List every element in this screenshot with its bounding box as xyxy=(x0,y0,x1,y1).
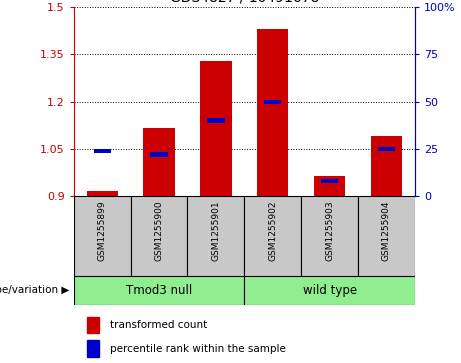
Bar xyxy=(94,149,111,153)
Text: genotype/variation ▶: genotype/variation ▶ xyxy=(0,285,69,295)
Bar xyxy=(74,276,244,305)
Text: wild type: wild type xyxy=(302,284,357,297)
Bar xyxy=(150,152,168,156)
Bar xyxy=(314,176,345,196)
Bar xyxy=(257,29,289,196)
Text: Tmod3 null: Tmod3 null xyxy=(126,284,192,297)
Bar xyxy=(88,317,100,333)
Bar xyxy=(207,118,225,123)
Bar xyxy=(321,179,338,183)
Text: GSM1255904: GSM1255904 xyxy=(382,200,391,261)
Bar xyxy=(188,196,244,276)
Bar xyxy=(244,276,415,305)
Text: GSM1255900: GSM1255900 xyxy=(154,200,164,261)
Bar xyxy=(88,340,100,357)
Bar xyxy=(264,99,281,104)
Bar xyxy=(130,196,188,276)
Bar xyxy=(378,147,395,151)
Text: GSM1255903: GSM1255903 xyxy=(325,200,334,261)
Text: transformed count: transformed count xyxy=(110,320,207,330)
Bar xyxy=(371,136,402,196)
Text: GSM1255901: GSM1255901 xyxy=(212,200,220,261)
Text: GSM1255902: GSM1255902 xyxy=(268,200,277,261)
Text: GSM1255899: GSM1255899 xyxy=(98,200,106,261)
Title: GDS4827 / 10491678: GDS4827 / 10491678 xyxy=(170,0,319,5)
Bar xyxy=(358,196,415,276)
Bar xyxy=(301,196,358,276)
Bar xyxy=(244,196,301,276)
Bar xyxy=(87,191,118,196)
Bar xyxy=(143,129,175,196)
Bar xyxy=(74,196,130,276)
Bar xyxy=(200,61,231,196)
Text: percentile rank within the sample: percentile rank within the sample xyxy=(110,344,285,354)
